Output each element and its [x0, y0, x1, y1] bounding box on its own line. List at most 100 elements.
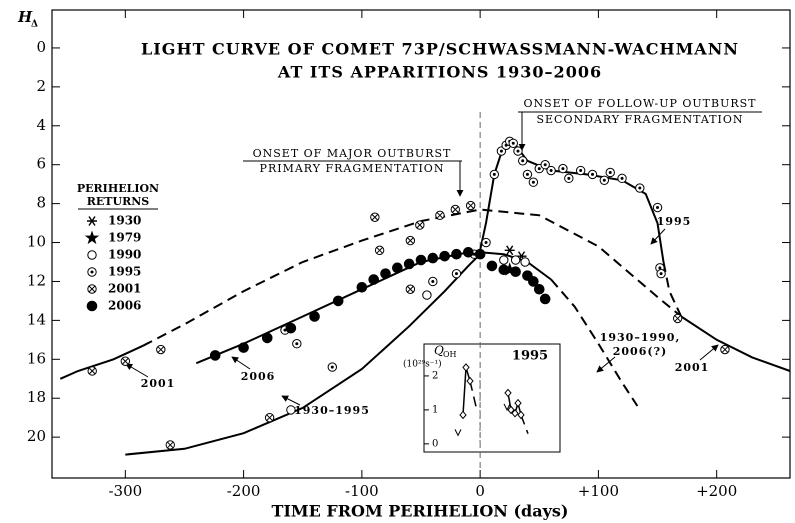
point: [528, 177, 539, 187]
marker-part: [590, 172, 594, 176]
marker-part: [371, 213, 379, 221]
curve: [662, 261, 683, 317]
y-tick-label: 2: [36, 77, 46, 95]
point: [450, 204, 460, 215]
marker-part: [90, 270, 94, 274]
marker-part: [521, 159, 525, 163]
legend-label: 1979: [108, 231, 141, 245]
marker-part: [403, 258, 415, 270]
marker-part: [451, 248, 462, 260]
point: [286, 405, 296, 415]
point: [374, 245, 385, 256]
marker-part: [285, 322, 297, 334]
point: [356, 281, 368, 293]
x-tick-label: -300: [108, 482, 142, 500]
inset-y-label-sub: OH: [443, 350, 457, 359]
point: [533, 283, 545, 295]
marker-part: [368, 274, 379, 285]
marker-part: [332, 295, 344, 307]
annotation: ONSET OF FOLLOW-UP OUTBURST: [524, 97, 757, 110]
annotation-arrow: [650, 228, 666, 245]
point: [380, 268, 391, 279]
chart-title: AT ITS APPARITIONS 1930–2006: [277, 63, 602, 82]
point: [499, 255, 509, 265]
marker-part: [330, 365, 334, 369]
point: [165, 440, 175, 450]
legend-symbol: [87, 216, 97, 226]
point: [428, 276, 438, 287]
point: [209, 350, 221, 361]
legend-label: 1930: [108, 214, 141, 228]
y-axis-label-sub: Δ: [31, 20, 38, 30]
marker-part: [492, 172, 496, 176]
marker-part: [86, 300, 98, 312]
marker-part: [422, 290, 432, 300]
marker-part: [531, 180, 535, 184]
point: [510, 255, 521, 265]
point: [481, 237, 491, 248]
y-tick-label: 0: [36, 38, 46, 56]
legend-symbol: [87, 284, 97, 294]
curve: [59, 344, 144, 380]
marker-part: [602, 178, 606, 182]
curve: [142, 208, 682, 347]
marker-part: [659, 272, 663, 276]
marker-part: [87, 250, 97, 260]
point: [427, 252, 439, 264]
marker-part: [451, 206, 459, 213]
point: [605, 167, 615, 178]
y-axis-label: H: [17, 8, 33, 26]
marker-part: [407, 285, 414, 293]
marker-part: [467, 202, 475, 209]
marker-part: [431, 279, 435, 283]
inset-y-tick-label: 2: [432, 370, 438, 381]
point: [261, 332, 273, 344]
inset-y-label: Q: [434, 344, 444, 358]
point: [332, 295, 344, 307]
marker-part: [498, 264, 510, 276]
marker-part: [407, 237, 414, 244]
point: [451, 248, 462, 260]
inset-point: [504, 388, 512, 398]
marker-part: [525, 172, 529, 176]
inset-point: [517, 410, 525, 420]
point: [540, 160, 550, 170]
point: [87, 267, 97, 277]
inset-y-tick-label: 1: [432, 404, 438, 415]
annotation-arrow: [281, 395, 301, 406]
point: [84, 230, 100, 245]
curve: [680, 315, 791, 372]
x-axis-label: TIME FROM PERIHELION (days): [272, 502, 569, 521]
y-tick-label: 10: [27, 233, 46, 251]
marker-part: [658, 266, 662, 270]
point: [422, 290, 432, 300]
legend-title: PERIHELION: [77, 182, 159, 195]
marker-part: [295, 342, 299, 346]
point: [587, 169, 598, 180]
marker-part: [539, 293, 551, 305]
x-tick-label: +100: [578, 482, 619, 500]
point: [508, 138, 518, 148]
point: [635, 183, 645, 193]
point: [522, 169, 533, 180]
inset-point: [507, 405, 515, 415]
y-tick-label: 8: [36, 194, 46, 212]
legend-symbol: [87, 250, 97, 260]
annotation-arrow: [125, 363, 149, 378]
point: [510, 266, 521, 278]
legend-label: 2001: [108, 282, 141, 296]
point: [575, 165, 586, 176]
annotation: PRIMARY FRAGMENTATION: [260, 162, 445, 175]
marker-part: [510, 255, 521, 265]
annotation: 2001: [141, 377, 176, 390]
marker-part: [309, 311, 320, 322]
point: [617, 173, 627, 184]
point: [285, 322, 297, 334]
point: [652, 202, 663, 213]
marker-part: [608, 170, 612, 174]
legend-label: 1990: [108, 248, 141, 262]
annotation-arrow: [231, 356, 251, 370]
inset-upper-limit: [503, 403, 511, 412]
x-tick-label: 0: [475, 482, 485, 500]
legend-label: 1995: [108, 265, 141, 279]
